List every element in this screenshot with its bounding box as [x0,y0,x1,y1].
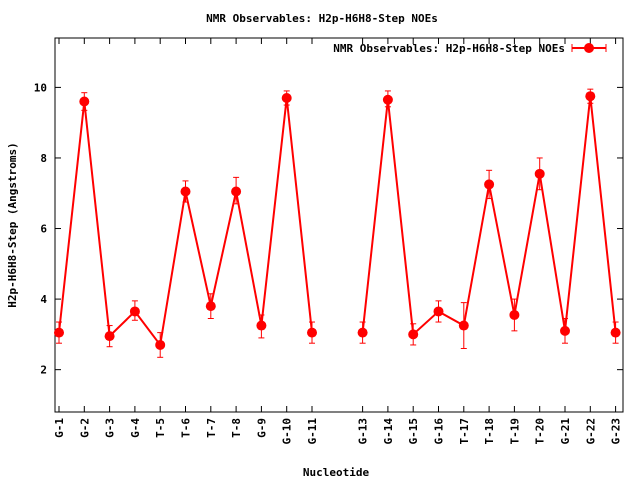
y-tick-label: 4 [40,293,47,306]
data-point [180,186,191,197]
data-point [205,301,216,312]
x-tick-label: T-5 [154,418,167,438]
data-point [256,320,267,331]
y-tick-label: 2 [40,364,47,377]
x-tick-label: G-2 [78,418,91,438]
series-line [58,97,313,348]
chart-title: NMR Observables: H2p-H6H8-Step NOEs [206,12,438,25]
x-tick-label: G-13 [357,418,370,445]
data-point [382,94,393,105]
x-tick-label: G-21 [559,418,572,445]
data-point [458,320,469,331]
x-tick-label: G-14 [382,418,395,445]
y-tick-label: 6 [40,223,47,236]
y-axis: 2 4 6 8 10 [34,81,623,377]
x-tick-label: T-8 [230,418,243,438]
x-tick-label: T-17 [458,418,471,445]
x-tick-label: G-23 [610,418,623,445]
x-axis: G-1 G-2 G-3 G-4 T-5 T-6 T-7 T-8 G-9 G-10 G-11 G-13 G… [53,38,623,445]
legend-marker [584,43,594,53]
data-point [585,91,596,102]
series-layer [54,88,621,358]
x-tick-label: T-20 [534,418,547,445]
data-point [433,306,444,317]
data-point [104,331,115,342]
x-tick-label: T-19 [508,418,521,445]
x-tick-label: G-16 [433,418,446,445]
y-tick-label: 10 [34,81,47,94]
data-point [408,329,419,340]
legend-label: NMR Observables: H2p-H6H8-Step NOEs [333,42,565,55]
x-tick-label: G-3 [104,418,117,438]
x-tick-label: T-6 [180,418,193,438]
data-point [54,327,64,338]
x-tick-label: G-9 [255,418,268,438]
y-axis-label: H2p-H6H8-Step (Angstroms) [6,142,19,308]
legend: NMR Observables: H2p-H6H8-Step NOEs [333,42,607,55]
x-tick-label: G-15 [407,418,420,445]
data-point [509,309,520,320]
x-tick-label: G-11 [306,418,319,445]
x-tick-label: T-7 [205,418,218,438]
y-tick-label: 8 [40,152,47,165]
x-tick-label: G-10 [281,418,294,445]
data-point [231,186,242,197]
data-point [560,325,570,336]
series-line [361,96,617,337]
plot-area-border [54,37,624,413]
data-point [281,92,292,103]
data-point [484,179,495,190]
data-point [79,96,90,107]
data-point [610,327,621,338]
data-point [357,327,368,338]
x-tick-label: G-1 [53,418,66,438]
x-axis-label: Nucleotide [303,466,370,479]
data-point [307,327,317,338]
x-tick-label: T-18 [483,418,496,445]
data-point [129,306,140,317]
x-tick-label: G-22 [584,418,597,445]
x-tick-label: G-4 [129,418,142,438]
data-point [155,339,166,350]
data-point [534,168,545,179]
